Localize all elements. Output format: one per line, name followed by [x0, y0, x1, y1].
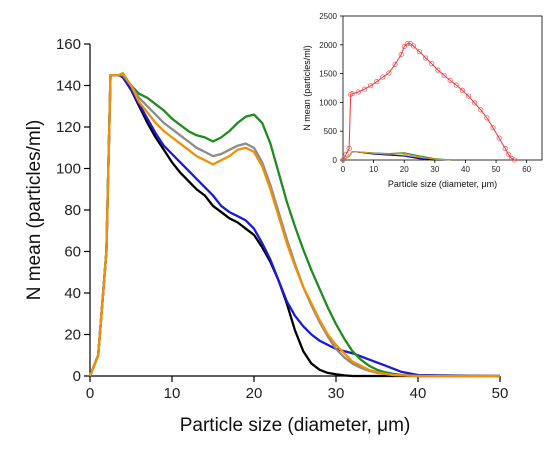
inset-y-axis-title: N mean (particles/ml)	[302, 45, 312, 131]
inset-series-0-point	[453, 82, 459, 88]
inset-series-0-point	[355, 89, 361, 95]
main-x-tick-label: 20	[246, 385, 263, 402]
main-y-tick-label: 0	[73, 368, 81, 385]
inset-series-0-point	[404, 41, 410, 47]
inset-series-0-point	[490, 125, 496, 131]
inset-series-0-point	[511, 157, 517, 163]
inset-series-0-point	[410, 43, 416, 49]
inset-y-tick-label: 0	[333, 156, 338, 165]
inset-series-0-point	[374, 79, 380, 85]
main-series-1-line	[88, 73, 501, 378]
main-x-tick-label: 40	[410, 385, 427, 402]
inset-series-0-point	[441, 72, 447, 78]
inset-series-0-point	[505, 151, 511, 157]
inset-series-0-point	[346, 145, 352, 151]
main-x-tick-label: 10	[164, 385, 181, 402]
main-x-tick-label: 0	[86, 385, 94, 402]
main-chart: 0 10 20 30 40 50020406080100120140160Particle…	[24, 36, 508, 436]
inset-x-tick-label: 20	[400, 165, 409, 174]
main-y-tick-label: 20	[64, 327, 81, 344]
inset-series-0-point	[484, 115, 490, 121]
inset-series-0-point	[361, 86, 367, 92]
inset-series-0-point	[380, 74, 386, 80]
main-y-tick-label: 160	[56, 36, 81, 53]
inset-x-tick-label: 50	[492, 165, 501, 174]
inset-series-5-line	[342, 151, 451, 161]
inset-y-tick-label: 500	[324, 127, 338, 136]
main-y-tick-label: 140	[56, 78, 81, 95]
inset-y-tick-label: 2000	[319, 41, 337, 50]
main-series-4-line	[88, 71, 500, 378]
inset-x-tick-label: 0	[341, 165, 346, 174]
main-x-tick-label: 50	[492, 385, 509, 402]
inset-series-0-line	[342, 43, 515, 161]
inset-plot-frame	[342, 15, 543, 161]
inset-y-tick-label: 2500	[319, 12, 337, 21]
inset-y-tick-label: 1500	[319, 70, 337, 79]
inset-series-0-point	[423, 55, 429, 61]
inset-series-0-point	[401, 44, 407, 50]
main-y-tick-label: 40	[64, 285, 81, 302]
main-y-tick-label: 120	[56, 119, 81, 136]
main-y-tick-label: 80	[64, 202, 81, 219]
inset-series-0-point	[343, 151, 349, 157]
inset-series-0-point	[429, 61, 435, 67]
inset-series-0-point	[349, 91, 355, 97]
main-x-axis-title: Particle size (diameter, μm)	[180, 415, 411, 436]
main-y-tick-label: 100	[56, 161, 81, 178]
inset-chart: 0 10 20 30 40 50 60 0 500 1000 1500 2000 2500 Particl…	[302, 12, 543, 189]
inset-series-0-point	[459, 87, 465, 93]
inset-series-0-point	[368, 83, 374, 89]
inset-series-0-point	[502, 145, 508, 151]
inset-series-0-point	[508, 155, 514, 161]
inset-series-0-point	[386, 70, 392, 76]
inset-series-0-point	[447, 78, 453, 84]
inset-series-0-point	[472, 100, 478, 106]
main-x-tick-label: 30	[328, 385, 345, 402]
inset-x-tick-label: 60	[522, 165, 531, 174]
inset-series-0-point	[435, 67, 441, 73]
inset-series-0-point	[340, 157, 346, 163]
inset-x-tick-label: 40	[461, 165, 470, 174]
main-y-tick-label: 60	[64, 244, 81, 261]
inset-series-0-point	[496, 135, 502, 141]
inset-series-0-point	[392, 61, 398, 67]
inset-x-axis-title: Particle size (diameter, μm)	[388, 179, 497, 189]
inset-y-tick-label: 1000	[319, 98, 337, 107]
inset-series-0-point	[417, 49, 423, 55]
main-y-axis-title: N mean (particles/ml)	[24, 120, 45, 301]
inset-x-tick-label: 10	[369, 165, 378, 174]
inset-series-0-point	[466, 93, 472, 99]
inset-series-0-point	[478, 107, 484, 113]
inset-x-tick-label: 30	[430, 165, 439, 174]
inset-series-0-point	[398, 52, 404, 58]
